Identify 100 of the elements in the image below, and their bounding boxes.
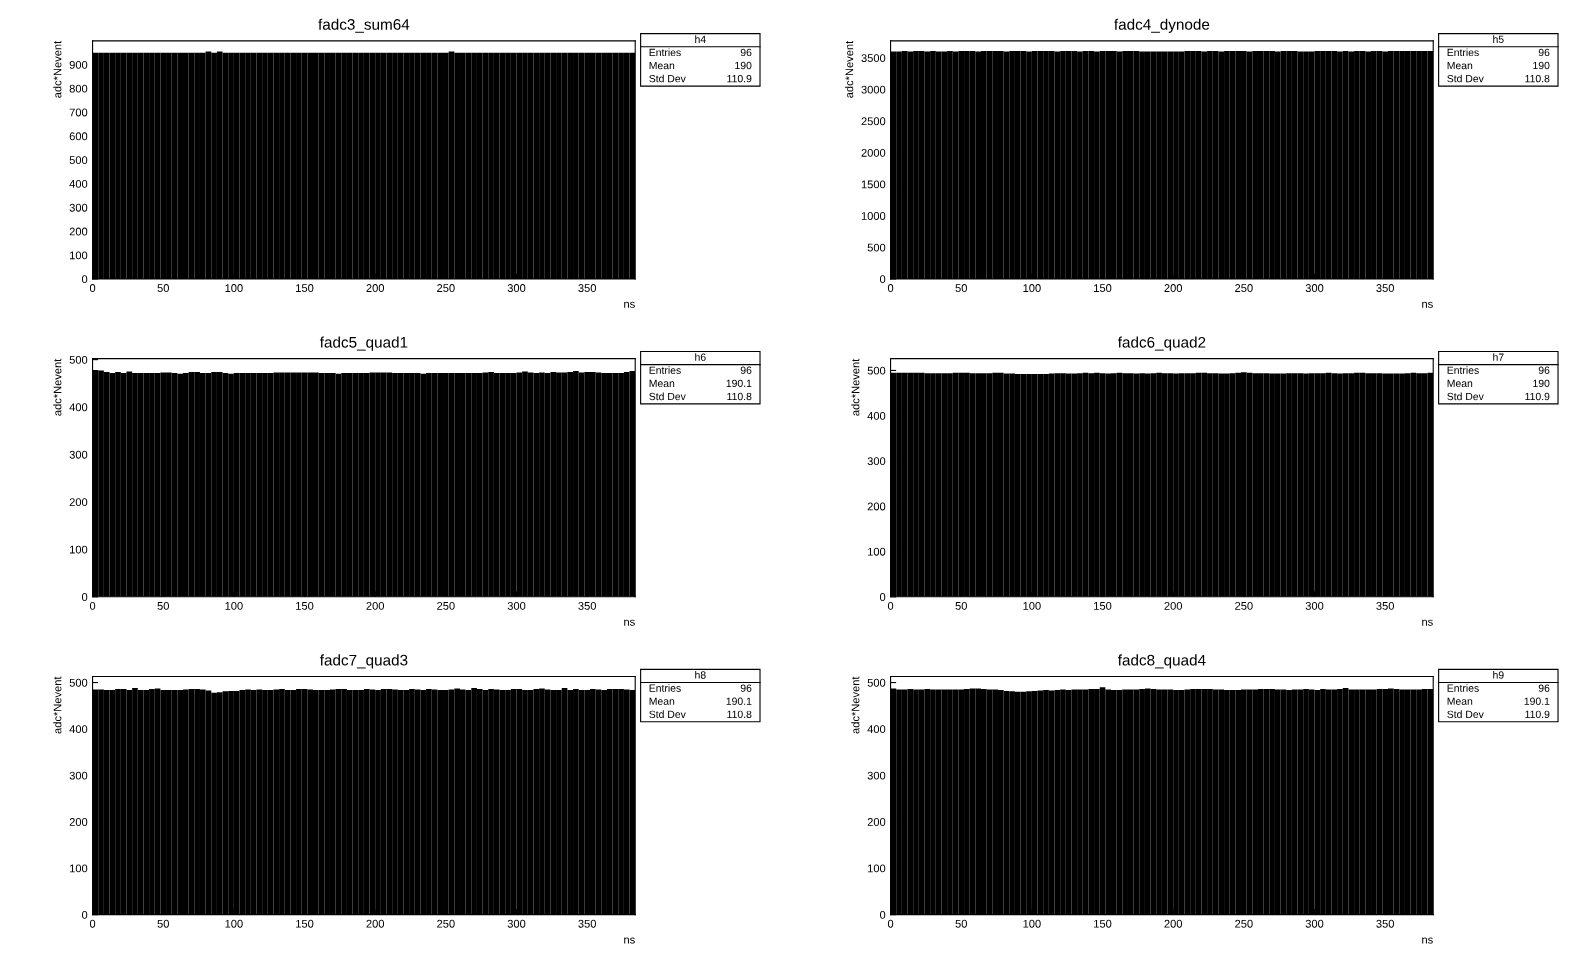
- text: Mean: [649, 697, 675, 705]
- x-tick-label: 250: [1235, 601, 1253, 610]
- text: Mean: [1447, 61, 1473, 70]
- y-tick-label: 400: [69, 179, 88, 188]
- text: Mean: [1447, 379, 1473, 388]
- x-tick-label: 50: [157, 919, 169, 928]
- x-tick-label: 0: [89, 284, 96, 292]
- x-tick-label: 0: [89, 919, 96, 928]
- x-tick-label: 200: [1164, 601, 1183, 610]
- text: Mean: [649, 61, 675, 70]
- x-tick-label: 300: [1305, 284, 1324, 292]
- x-tick-label: 150: [296, 601, 314, 610]
- y-axis-title: adc*Nevent: [53, 676, 62, 734]
- text: h4: [695, 35, 706, 43]
- y-tick-label: 100: [70, 251, 88, 260]
- text: 190.1: [726, 379, 752, 388]
- x-tick-label: 200: [1164, 284, 1183, 292]
- y-tick-label: 500: [69, 156, 88, 165]
- x-tick-label: 150: [1094, 284, 1112, 292]
- chart-title: fadc7_quad3: [319, 654, 408, 669]
- x-tick-label: 100: [1023, 284, 1041, 292]
- y-tick-label: 0: [879, 275, 886, 284]
- text: Entries: [1447, 366, 1479, 374]
- text: 110.8: [727, 392, 752, 401]
- x-tick-label: 50: [955, 284, 967, 292]
- y-tick-label: 100: [868, 547, 886, 556]
- y-tick-label: 300: [867, 457, 886, 466]
- y-tick-label: 400: [867, 411, 886, 420]
- chart-title: fadc3_sum64: [318, 18, 410, 33]
- y-tick-label: 0: [81, 275, 88, 284]
- x-tick-label: 200: [366, 919, 385, 928]
- y-tick-label: 200: [867, 818, 886, 826]
- x-tick-label: 0: [887, 601, 894, 610]
- y-tick-label: 700: [69, 108, 88, 117]
- x-tick-label: 0: [89, 601, 96, 610]
- x-axis-title: ns: [624, 301, 635, 308]
- x-tick-label: 150: [1094, 919, 1112, 928]
- y-axis-title: adc*Nevent: [851, 358, 860, 416]
- y-tick-label: 800: [69, 84, 88, 93]
- x-tick-label: 50: [157, 284, 169, 292]
- text: h9: [1493, 671, 1504, 679]
- y-tick-label: 2500: [861, 117, 886, 126]
- x-tick-label: 300: [1305, 919, 1324, 928]
- y-tick-label: 500: [867, 366, 886, 375]
- y-axis-title: adc*Nevent: [845, 40, 854, 98]
- text: 190: [1533, 61, 1550, 70]
- y-tick-label: 200: [69, 818, 88, 826]
- x-tick-label: 250: [437, 601, 455, 610]
- y-tick-label: 0: [879, 910, 886, 919]
- text: Std Dev: [649, 74, 686, 83]
- y-tick-label: 300: [69, 203, 88, 212]
- y-tick-label: 200: [69, 498, 88, 507]
- x-tick-label: 300: [1305, 601, 1324, 610]
- x-tick-label: 300: [507, 601, 526, 610]
- text: 190: [1533, 379, 1550, 388]
- x-tick-label: 250: [1235, 919, 1253, 928]
- chart-title: fadc8_quad4: [1117, 654, 1206, 669]
- y-tick-label: 200: [867, 502, 886, 511]
- x-tick-label: 100: [1023, 601, 1041, 610]
- text: Entries: [649, 684, 681, 692]
- x-axis-title: ns: [1422, 619, 1433, 626]
- x-tick-label: 200: [366, 284, 385, 292]
- x-tick-label: 100: [225, 919, 243, 928]
- y-axis-title: adc*Nevent: [53, 40, 62, 98]
- y-tick-label: 200: [69, 227, 88, 236]
- x-tick-label: 250: [437, 919, 455, 928]
- text: Mean: [649, 379, 675, 388]
- x-tick-label: 200: [366, 601, 385, 610]
- x-tick-label: 0: [887, 284, 894, 292]
- y-tick-label: 0: [879, 593, 886, 601]
- x-axis-title: ns: [1422, 301, 1433, 308]
- text: Entries: [1447, 684, 1479, 692]
- y-axis-title: adc*Nevent: [851, 676, 860, 734]
- x-tick-label: 0: [887, 919, 894, 928]
- text: Std Dev: [1447, 392, 1484, 401]
- text: 110.8: [727, 710, 752, 719]
- text: 96: [1538, 48, 1550, 57]
- text: 190: [735, 61, 752, 70]
- y-tick-label: 0: [81, 910, 88, 919]
- text: h7: [1493, 353, 1504, 361]
- y-tick-label: 500: [69, 355, 88, 364]
- x-tick-label: 200: [1164, 919, 1183, 928]
- x-tick-label: 350: [578, 284, 596, 292]
- chart-title: fadc4_dynode: [1114, 18, 1210, 33]
- y-tick-label: 1000: [861, 212, 886, 220]
- text: 190.1: [726, 697, 752, 705]
- x-tick-label: 350: [578, 601, 596, 610]
- text: 110.8: [1525, 74, 1550, 83]
- y-tick-label: 400: [867, 725, 886, 734]
- x-tick-label: 350: [1376, 919, 1394, 928]
- y-tick-label: 100: [70, 545, 88, 554]
- x-axis-title: ns: [1422, 937, 1433, 944]
- chart-title: fadc5_quad1: [319, 336, 408, 351]
- y-tick-label: 400: [69, 403, 88, 412]
- y-tick-label: 500: [867, 243, 886, 252]
- text: 96: [1538, 684, 1550, 692]
- y-tick-label: 100: [868, 864, 886, 873]
- text: h5: [1493, 35, 1504, 44]
- text: 96: [740, 366, 752, 374]
- x-tick-label: 50: [955, 601, 967, 610]
